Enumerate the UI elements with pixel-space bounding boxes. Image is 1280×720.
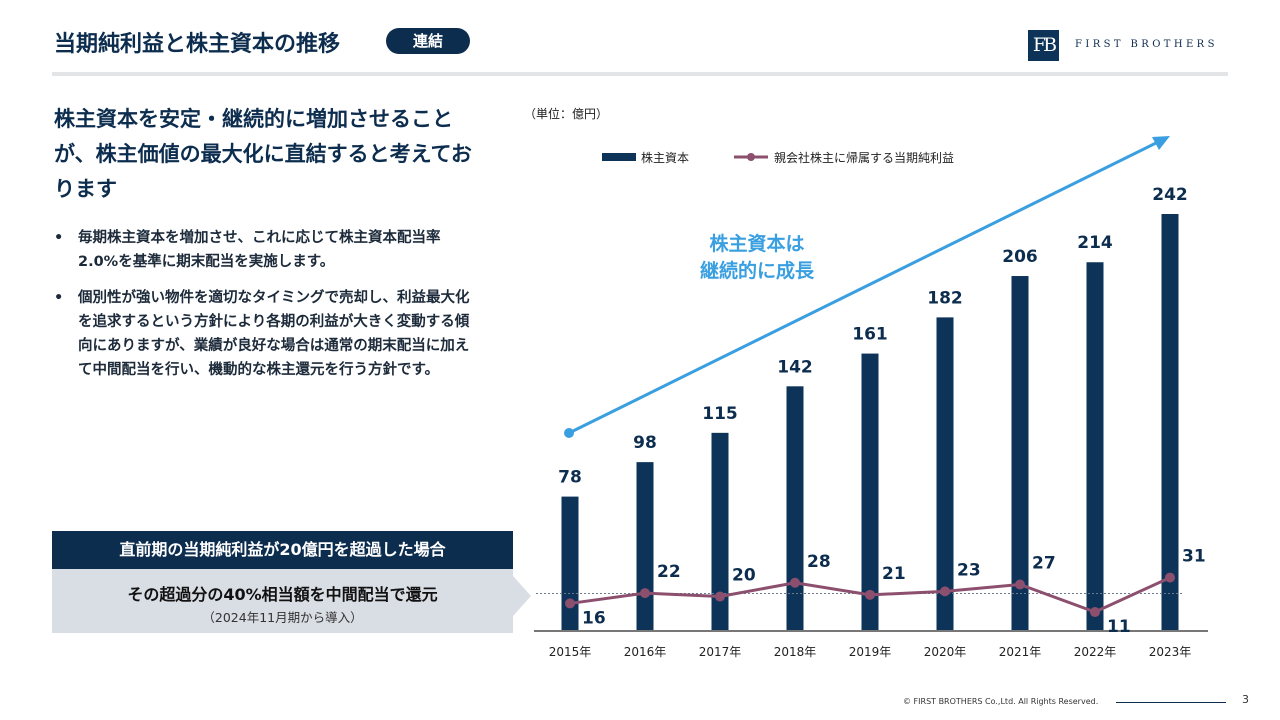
line-label: 20: [732, 566, 756, 586]
line-label: 11: [1107, 617, 1131, 637]
line-point: [640, 588, 650, 599]
bar-label: 206: [1002, 247, 1038, 267]
policy-sub: （2024年11月期から導入）: [202, 610, 363, 625]
annotation-text: 株主資本は: [709, 232, 804, 255]
growth-arrow-start: [564, 428, 574, 438]
policy-main: その超過分の40%相当額を中間配当で還元: [127, 585, 438, 604]
page-title: 当期純利益と株主資本の推移: [54, 32, 341, 57]
bar-label: 78: [558, 468, 582, 488]
page-number: 3: [1242, 693, 1249, 706]
x-tick-label: 2018年: [774, 645, 817, 659]
x-tick-label: 2019年: [849, 645, 892, 659]
line-point: [1015, 579, 1025, 590]
x-tick-label: 2017年: [699, 645, 742, 659]
x-tick-label: 2020年: [924, 645, 967, 659]
logo-mark: FB: [1028, 30, 1059, 61]
legend-line-marker: [747, 153, 755, 161]
line-label: 23: [957, 560, 981, 580]
line-point: [790, 577, 800, 588]
growth-arrow-head: [1152, 136, 1170, 150]
box-arrow: [513, 576, 531, 616]
bar: [1161, 214, 1179, 631]
bar-label: 115: [702, 404, 738, 424]
x-tick-label: 2022年: [1074, 645, 1117, 659]
x-tick-label: 2023年: [1149, 645, 1192, 659]
growth-arrow: [568, 139, 1161, 435]
bar-label: 242: [1152, 185, 1188, 205]
legend-bar-swatch: [602, 153, 636, 161]
header-divider: [52, 72, 1228, 76]
bullet-item: 個別性が強い物件を適切なタイミングで売却し、利益最大化を追求するという方針により…: [54, 286, 474, 382]
x-tick-label: 2021年: [999, 645, 1042, 659]
policy-box-header: 直前期の当期純利益が20億円を超過した場合: [52, 531, 513, 569]
line-label: 28: [807, 552, 831, 572]
consolidated-badge: 連結: [386, 28, 470, 54]
bar: [1086, 262, 1104, 631]
line-label: 31: [1182, 547, 1206, 567]
line-point: [715, 591, 725, 602]
bullet-list: 毎期株主資本を増加させ、これに応じて株主資本配当率2.0%を基準に期末配当を実施…: [54, 226, 474, 394]
bar: [936, 317, 954, 631]
x-tick-label: 2015年: [549, 645, 592, 659]
bar: [561, 496, 579, 631]
line-point: [1165, 572, 1175, 583]
bar-label: 98: [633, 433, 657, 453]
annotation-text: 継続的に成長: [700, 259, 815, 282]
legend-line-label: 親会社株主に帰属する当期純利益: [774, 150, 954, 165]
bar: [636, 462, 654, 631]
bar-label: 161: [852, 325, 888, 345]
bar: [711, 432, 729, 631]
footer-line: [1116, 702, 1226, 703]
line-label: 16: [582, 608, 606, 628]
line-label: 21: [882, 564, 906, 584]
line-point: [865, 589, 875, 600]
line-label: 22: [657, 562, 681, 582]
line-label: 27: [1032, 553, 1056, 573]
bullet-item: 毎期株主資本を増加させ、これに応じて株主資本配当率2.0%を基準に期末配当を実施…: [54, 226, 474, 274]
bar-label: 182: [927, 288, 963, 308]
policy-box-body: その超過分の40%相当額を中間配当で還元 （2024年11月期から導入）: [52, 569, 513, 633]
headline: 株主資本を安定・継続的に増加させることが、株主価値の最大化に直結すると考えており…: [54, 107, 472, 201]
bar-label: 142: [777, 357, 813, 377]
x-tick-label: 2016年: [624, 645, 667, 659]
legend-bar-label: 株主資本: [641, 150, 689, 165]
line-point: [565, 598, 575, 609]
unit-label: （単位：億円）: [524, 107, 609, 121]
bar-label: 214: [1077, 233, 1113, 253]
line-point: [1090, 607, 1100, 618]
bar: [786, 386, 804, 631]
bar: [861, 353, 879, 631]
line-point: [940, 586, 950, 597]
logo-text: FIRST BROTHERS: [1075, 39, 1218, 50]
copyright: © FIRST BROTHERS Co.,Ltd. All Rights Res…: [903, 697, 1099, 706]
bar: [1011, 276, 1029, 631]
